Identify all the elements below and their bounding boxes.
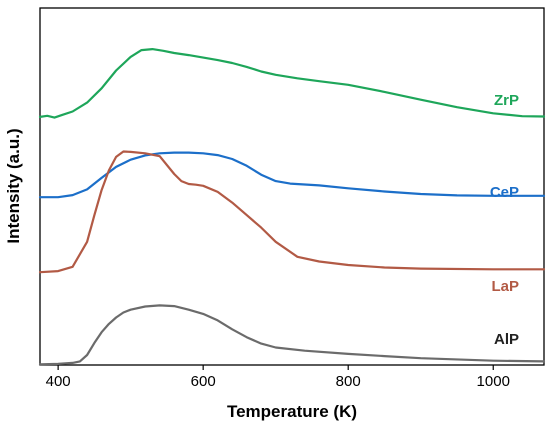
series-line-alp [38,304,546,366]
series-line-zrp [38,48,546,119]
x-tick-label: 400 [46,373,71,390]
series-label-lap: LaP [491,278,519,295]
series-lines [38,48,546,366]
plot-frame [39,7,545,366]
x-tick-label: 800 [336,373,361,390]
x-axis-title: Temperature (K) [227,402,357,421]
series-labels: ZrP CeP LaP AlP [490,92,519,348]
series-label-zrp: ZrP [494,92,519,109]
series-label-alp: AlP [494,331,519,348]
x-tick-label: 1000 [477,373,510,390]
series-label-cep: CeP [490,184,519,201]
x-axis-ticks: 400 600 800 1000 [46,365,510,390]
series-line-lap [38,150,546,274]
y-axis-title: Intensity (a.u.) [4,128,23,243]
series-line-cep [38,151,546,199]
x-tick-label: 600 [191,373,216,390]
